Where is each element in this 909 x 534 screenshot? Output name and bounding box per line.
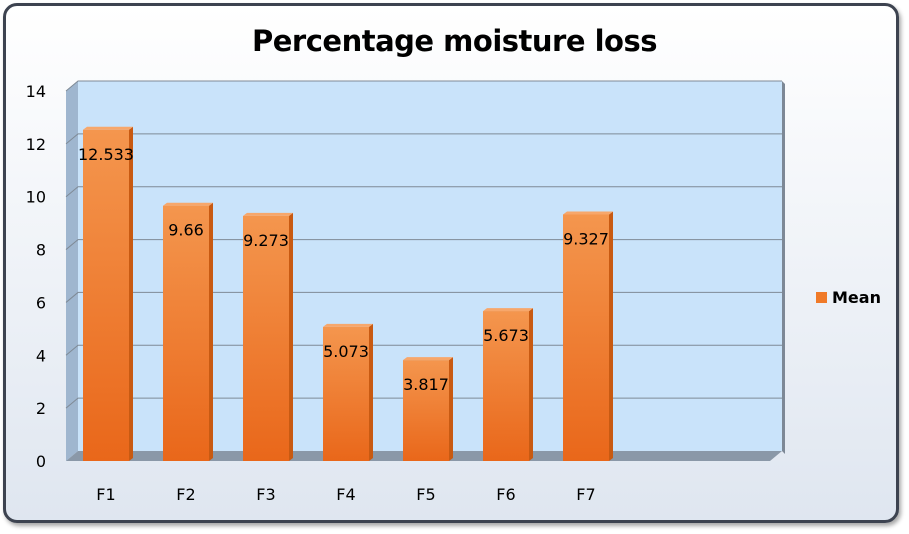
x-tick-label: F7 xyxy=(576,485,595,504)
grid-line xyxy=(65,397,782,409)
x-tick-label: F4 xyxy=(336,485,355,504)
y-tick-label: 6 xyxy=(36,293,46,312)
bar-top xyxy=(483,308,533,312)
grid-line xyxy=(65,80,782,92)
bar-side xyxy=(609,211,613,461)
data-label: 5.073 xyxy=(323,342,369,361)
bar-top xyxy=(563,211,613,215)
bar-side xyxy=(529,308,533,461)
plot-side-wall xyxy=(66,81,78,461)
y-tick-label: 12 xyxy=(26,135,46,154)
bar xyxy=(403,360,449,461)
bar-top xyxy=(83,126,133,130)
bar xyxy=(83,129,129,461)
x-tick-label: F3 xyxy=(256,485,275,504)
bar-side xyxy=(289,212,293,461)
x-tick-label: F5 xyxy=(416,485,435,504)
x-tick-label: F6 xyxy=(496,485,515,504)
bar-top xyxy=(323,323,373,327)
data-label: 9.66 xyxy=(168,221,204,240)
bar-side xyxy=(129,126,133,461)
y-tick-label: 0 xyxy=(36,452,46,471)
x-tick-label: F2 xyxy=(176,485,195,504)
data-label: 3.817 xyxy=(403,375,449,394)
bar-side xyxy=(449,357,453,461)
legend: Mean xyxy=(816,288,881,307)
bar-top xyxy=(243,212,293,216)
bar-top xyxy=(403,357,453,361)
data-label: 9.273 xyxy=(243,231,289,250)
bar xyxy=(483,311,529,461)
bar-top xyxy=(163,202,213,206)
y-tick-label: 14 xyxy=(26,82,46,101)
bar xyxy=(563,214,609,461)
bar xyxy=(163,205,209,461)
grid-line xyxy=(65,344,782,356)
bar xyxy=(243,215,289,461)
grid-line xyxy=(65,186,782,198)
chart-title: Percentage moisture loss xyxy=(252,24,658,58)
legend-swatch xyxy=(816,292,827,303)
bar-side xyxy=(209,202,213,461)
y-tick-label: 10 xyxy=(26,188,46,207)
bar-side xyxy=(369,323,373,461)
y-tick-label: 4 xyxy=(36,346,46,365)
bar xyxy=(323,326,369,461)
legend-label: Mean xyxy=(832,288,881,307)
data-label: 5.673 xyxy=(483,326,529,345)
x-tick-label: F1 xyxy=(96,485,115,504)
y-tick-label: 8 xyxy=(36,241,46,260)
data-label: 9.327 xyxy=(563,230,609,249)
y-tick-label: 2 xyxy=(36,399,46,418)
plot-edge xyxy=(782,81,785,454)
grid-line xyxy=(65,239,782,250)
grid-line xyxy=(65,291,782,303)
grid-line xyxy=(65,133,782,145)
data-label: 12.533 xyxy=(78,145,134,164)
